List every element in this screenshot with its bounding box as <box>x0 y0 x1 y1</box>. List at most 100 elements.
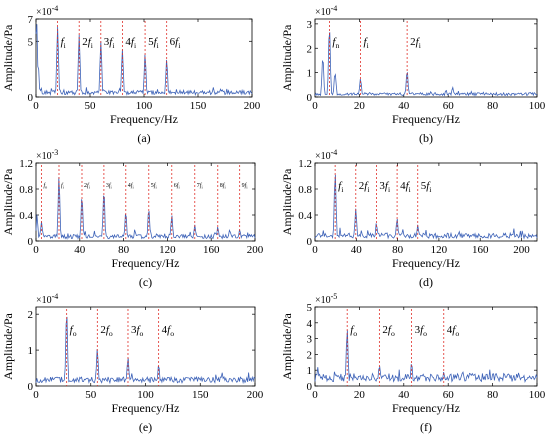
marker-label: 8fi <box>220 182 227 190</box>
marker-label: 4fi <box>125 36 136 50</box>
marker-label: fn <box>332 36 339 50</box>
panel-label: (a) <box>137 131 150 145</box>
plot-frame <box>35 162 256 242</box>
marker-label: 4fo <box>162 324 175 338</box>
y-tick-label: 0 <box>307 92 313 104</box>
y-exponent: ×10-4 <box>315 148 337 162</box>
spectrum-line <box>35 24 253 97</box>
y-tick-label: 2 <box>307 43 313 55</box>
plot-frame <box>314 162 538 242</box>
marker-label: 3fi <box>106 182 113 190</box>
x-axis-label: Frequency/Hz <box>392 112 460 126</box>
x-tick-label: 50 <box>85 100 97 112</box>
marker-label: 2fi <box>82 36 93 50</box>
x-tick-label: 120 <box>431 244 448 256</box>
marker-label: 7fi <box>197 182 204 190</box>
y-exponent: ×10-5 <box>315 292 337 306</box>
y-tick-label: 0 <box>28 236 34 248</box>
x-tick-label: 20 <box>354 389 366 401</box>
y-tick-label: 0 <box>307 381 313 393</box>
marker-label: 6fi <box>170 36 181 50</box>
x-tick-label: 0 <box>312 389 318 401</box>
spectrum-line <box>314 174 538 240</box>
x-axis-label: Frequency/Hz <box>110 112 178 126</box>
x-tick-label: 0 <box>312 244 318 256</box>
x-tick-label: 80 <box>392 244 404 256</box>
y-tick-label: 1 <box>307 365 313 377</box>
marker-label: 5fi <box>148 36 159 50</box>
y-axis-label: Amplitude/Pa <box>1 168 15 235</box>
chart-panel-3: 0 40 80 120 160 200 0 0.4 0.8 1.2×10-4 Frequency/H… <box>280 148 538 289</box>
x-tick-label: 100 <box>529 389 546 401</box>
y-tick-label: 0 <box>28 381 34 393</box>
y-axis-label: Amplitude/Pa <box>1 313 15 380</box>
spectrum-line <box>35 177 256 240</box>
y-axis-label: Amplitude/Pa <box>280 24 294 91</box>
x-tick-label: 100 <box>137 389 154 401</box>
y-tick-label: 5 <box>28 36 34 48</box>
x-axis-label: Frequency/Hz <box>392 401 460 415</box>
y-tick-label: 7 <box>28 14 34 26</box>
panel-label: (e) <box>139 420 152 434</box>
y-axis-label: Amplitude/Pa <box>280 168 294 235</box>
marker-label: 4fi <box>128 182 135 190</box>
x-tick-label: 60 <box>443 389 455 401</box>
x-tick-label: 0 <box>33 100 39 112</box>
x-tick-label: 40 <box>398 100 410 112</box>
y-tick-label: 0.8 <box>19 184 33 196</box>
x-tick-label: 150 <box>190 100 207 112</box>
marker-label: 6fi <box>174 182 181 190</box>
y-exponent: ×10-4 <box>315 4 337 18</box>
x-tick-label: 200 <box>247 244 264 256</box>
x-axis-label: Frequency/Hz <box>112 256 180 270</box>
panel-label: (d) <box>419 275 433 289</box>
y-exponent: ×10-3 <box>36 148 58 162</box>
x-tick-label: 80 <box>487 389 499 401</box>
marker-label: 9fi <box>242 182 249 190</box>
x-axis-label: Frequency/Hz <box>392 256 460 270</box>
y-tick-label: 0.8 <box>298 184 312 196</box>
x-tick-label: 160 <box>203 244 220 256</box>
marker-label: 3fo <box>131 324 144 338</box>
x-tick-label: 100 <box>136 100 153 112</box>
marker-label: fo <box>43 182 47 190</box>
marker-label: 3fi <box>379 180 390 194</box>
x-tick-label: 200 <box>244 100 261 112</box>
x-tick-label: 200 <box>513 244 530 256</box>
chart-panel-1: 0 20 40 60 80 100 0 1 2 3×10-4 Frequency/Hz Amplitu… <box>280 4 546 145</box>
marker-label: 2fi <box>410 36 421 50</box>
chart-panel-2: 0 40 80 120 160 200 0 0.4 0.8 1.2×10-3 Frequency/H… <box>1 148 264 289</box>
marker-label: 3fo <box>415 324 428 338</box>
x-tick-label: 60 <box>443 100 455 112</box>
y-tick-label: 3 <box>307 19 313 31</box>
y-tick-label: 1 <box>28 345 34 357</box>
marker-label: fi <box>364 36 369 50</box>
x-tick-label: 80 <box>487 100 499 112</box>
x-tick-label: 0 <box>33 389 39 401</box>
marker-label: 3fi <box>104 36 115 50</box>
marker-label: fi <box>61 182 65 190</box>
y-tick-label: 4 <box>307 318 313 330</box>
marker-label: 5fi <box>421 180 432 194</box>
marker-label: fi <box>61 36 66 50</box>
chart-panel-0: 0 50 100 150 200 0 5 7×10-4 Frequency/Hz Amplitud… <box>1 4 261 145</box>
plot-frame <box>35 18 253 98</box>
chart-panel-4: 0 50 100 150 200 0 1 2×10-4 Frequency/Hz Amplitud… <box>1 292 264 434</box>
y-axis-label: Amplitude/Pa <box>1 24 15 91</box>
panel-label: (c) <box>139 275 152 289</box>
y-tick-label: 1.2 <box>19 158 33 170</box>
x-tick-label: 160 <box>472 244 489 256</box>
y-tick-label: 0 <box>307 236 313 248</box>
panel-label: (b) <box>419 131 433 145</box>
x-tick-label: 200 <box>247 389 264 401</box>
spectrum-line <box>314 32 538 97</box>
panel-label: (f) <box>420 420 432 434</box>
y-exponent: ×10-4 <box>36 292 58 306</box>
marker-label: 4fo <box>447 324 460 338</box>
x-tick-label: 100 <box>529 100 546 112</box>
y-tick-label: 3 <box>307 334 313 346</box>
y-tick-label: 0.4 <box>19 210 33 222</box>
spectrum-line <box>35 316 256 385</box>
marker-label: 4fi <box>400 180 411 194</box>
